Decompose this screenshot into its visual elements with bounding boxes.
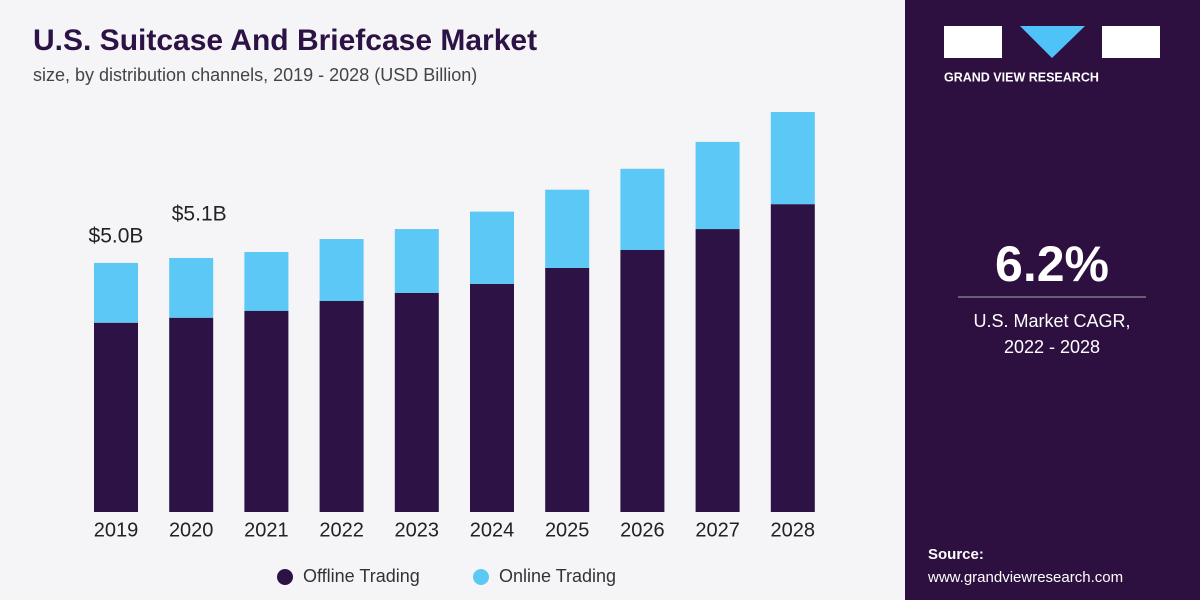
x-tick-label: 2026 — [620, 519, 665, 541]
legend-label: Online Trading — [499, 566, 616, 586]
chart-subtitle: size, by distribution channels, 2019 - 2… — [33, 65, 477, 85]
logo-triangle — [1020, 26, 1085, 58]
cagr-value: 6.2% — [995, 236, 1109, 292]
logo-block — [1102, 26, 1160, 58]
bar-segment — [620, 168, 665, 250]
bar-segment — [169, 257, 214, 318]
bar-segment — [545, 189, 590, 268]
bar-segment — [470, 283, 514, 512]
cagr-caption: U.S. Market CAGR, — [973, 311, 1130, 331]
bar-segment — [770, 204, 815, 512]
x-tick-label: 2027 — [695, 519, 740, 541]
bar-segment — [695, 141, 740, 230]
brand: GRAND VIEW RESEARCH — [944, 70, 1099, 84]
legend-swatch — [277, 569, 293, 585]
chart-title: U.S. Suitcase And Briefcase Market — [33, 24, 537, 57]
bar-segment — [394, 292, 439, 512]
x-tick-label: 2019 — [94, 519, 139, 541]
bar-segment — [770, 112, 815, 205]
x-tick-label: 2022 — [319, 519, 364, 541]
total-label: $5.1B — [172, 202, 227, 225]
bar-segment — [244, 251, 289, 311]
side-panel — [905, 0, 1200, 600]
bar-segment — [319, 239, 364, 301]
x-tick-label: 2021 — [244, 519, 289, 541]
bar-segment — [394, 229, 439, 293]
logo — [944, 26, 1160, 58]
bar-segment — [620, 249, 665, 513]
bar-segment — [244, 310, 289, 512]
x-tick-label: 2023 — [395, 519, 440, 541]
bar-segment — [94, 322, 138, 512]
x-tick-label: 2024 — [470, 519, 515, 541]
legend-swatch — [473, 569, 489, 585]
x-tick-label: 2028 — [771, 519, 816, 541]
x-tick-label: 2025 — [545, 519, 590, 541]
x-tick-label: 2020 — [169, 519, 214, 541]
bar-segment — [169, 317, 214, 512]
bar-segment — [470, 211, 514, 284]
total-label: $5.0B — [89, 224, 144, 247]
bar-segment — [94, 262, 138, 323]
bar-segment — [695, 229, 740, 512]
logo-block — [944, 26, 1002, 58]
legend-label: Offline Trading — [303, 566, 420, 586]
source-url: www.grandviewresearch.com — [927, 569, 1123, 586]
source-label: Source: — [928, 546, 984, 563]
bar-segment — [545, 267, 590, 512]
cagr-caption: 2022 - 2028 — [1004, 337, 1100, 357]
bar-segment — [319, 300, 364, 512]
chart-background — [0, 0, 905, 600]
